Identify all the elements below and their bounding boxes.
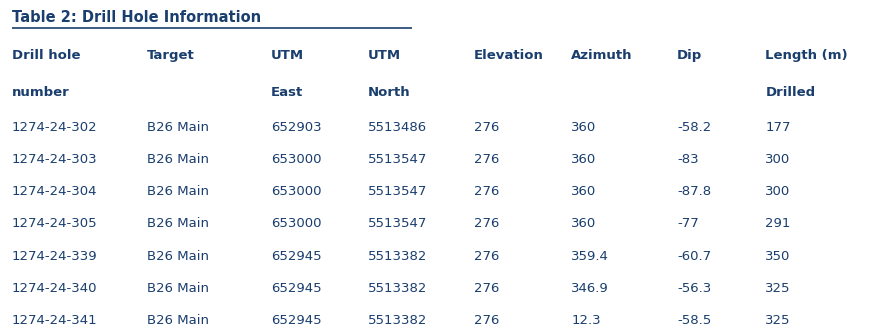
Text: 360: 360 <box>571 121 596 134</box>
Text: 652903: 652903 <box>271 121 322 134</box>
Text: 653000: 653000 <box>271 185 322 198</box>
Text: 360: 360 <box>571 153 596 166</box>
Text: UTM: UTM <box>368 49 401 62</box>
Text: 1274-24-340: 1274-24-340 <box>12 282 97 295</box>
Text: 276: 276 <box>474 282 500 295</box>
Text: 1274-24-305: 1274-24-305 <box>12 217 97 230</box>
Text: Drill hole: Drill hole <box>12 49 81 62</box>
Text: 325: 325 <box>766 282 791 295</box>
Text: 1274-24-341: 1274-24-341 <box>12 314 97 325</box>
Text: 5513547: 5513547 <box>368 217 427 230</box>
Text: Drilled: Drilled <box>766 85 815 98</box>
Text: 5513382: 5513382 <box>368 314 427 325</box>
Text: 350: 350 <box>766 250 790 263</box>
Text: Elevation: Elevation <box>474 49 544 62</box>
Text: Dip: Dip <box>677 49 703 62</box>
Text: 652945: 652945 <box>271 314 322 325</box>
Text: 1274-24-304: 1274-24-304 <box>12 185 97 198</box>
Text: Target: Target <box>147 49 195 62</box>
Text: 276: 276 <box>474 121 500 134</box>
Text: UTM: UTM <box>271 49 304 62</box>
Text: 5513486: 5513486 <box>368 121 427 134</box>
Text: B26 Main: B26 Main <box>147 121 209 134</box>
Text: 652945: 652945 <box>271 250 322 263</box>
Text: 346.9: 346.9 <box>571 282 609 295</box>
Text: 359.4: 359.4 <box>571 250 609 263</box>
Text: 300: 300 <box>766 185 790 198</box>
Text: 360: 360 <box>571 185 596 198</box>
Text: 291: 291 <box>766 217 790 230</box>
Text: North: North <box>368 85 410 98</box>
Text: 12.3: 12.3 <box>571 314 601 325</box>
Text: -58.2: -58.2 <box>677 121 711 134</box>
Text: East: East <box>271 85 303 98</box>
Text: 276: 276 <box>474 217 500 230</box>
Text: -77: -77 <box>677 217 699 230</box>
Text: B26 Main: B26 Main <box>147 217 209 230</box>
Text: 1274-24-303: 1274-24-303 <box>12 153 97 166</box>
Text: B26 Main: B26 Main <box>147 250 209 263</box>
Text: Length (m): Length (m) <box>766 49 848 62</box>
Text: -83: -83 <box>677 153 699 166</box>
Text: -87.8: -87.8 <box>677 185 711 198</box>
Text: 653000: 653000 <box>271 153 322 166</box>
Text: 1274-24-302: 1274-24-302 <box>12 121 97 134</box>
Text: number: number <box>12 85 70 98</box>
Text: B26 Main: B26 Main <box>147 282 209 295</box>
Text: 1274-24-339: 1274-24-339 <box>12 250 97 263</box>
Text: 325: 325 <box>766 314 791 325</box>
Text: Azimuth: Azimuth <box>571 49 633 62</box>
Text: 177: 177 <box>766 121 791 134</box>
Text: 5513382: 5513382 <box>368 282 427 295</box>
Text: 360: 360 <box>571 217 596 230</box>
Text: -60.7: -60.7 <box>677 250 711 263</box>
Text: B26 Main: B26 Main <box>147 314 209 325</box>
Text: 276: 276 <box>474 250 500 263</box>
Text: -56.3: -56.3 <box>677 282 711 295</box>
Text: -58.5: -58.5 <box>677 314 711 325</box>
Text: 5513547: 5513547 <box>368 153 427 166</box>
Text: 653000: 653000 <box>271 217 322 230</box>
Text: 276: 276 <box>474 314 500 325</box>
Text: 276: 276 <box>474 153 500 166</box>
Text: 652945: 652945 <box>271 282 322 295</box>
Text: 276: 276 <box>474 185 500 198</box>
Text: B26 Main: B26 Main <box>147 153 209 166</box>
Text: 300: 300 <box>766 153 790 166</box>
Text: 5513547: 5513547 <box>368 185 427 198</box>
Text: 5513382: 5513382 <box>368 250 427 263</box>
Text: B26 Main: B26 Main <box>147 185 209 198</box>
Text: Table 2: Drill Hole Information: Table 2: Drill Hole Information <box>12 10 261 25</box>
